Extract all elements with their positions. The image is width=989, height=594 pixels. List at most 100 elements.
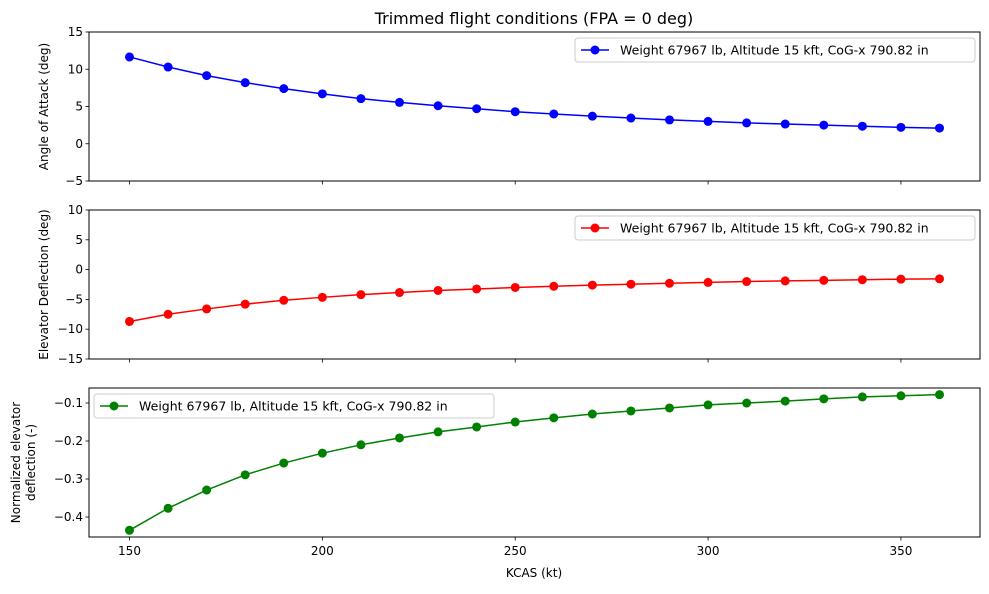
data-point <box>549 109 559 119</box>
data-point <box>125 525 134 535</box>
data-point <box>202 304 212 314</box>
y-tick-label: −5 <box>65 292 83 306</box>
data-point <box>202 71 212 81</box>
axes-frame <box>88 31 981 182</box>
y-tick-label: 10 <box>68 62 83 76</box>
data-point <box>742 277 752 287</box>
subplot-3: −0.4 −0.3 −0.2 −0.1 150 200 250 300 350 Normalize… <box>9 387 981 558</box>
data-point <box>510 417 520 427</box>
legend-label: Weight 67967 lb, Altitude 15 kft, CoG-x … <box>139 399 448 414</box>
data-point <box>626 279 636 289</box>
data-point <box>742 118 752 128</box>
data-point <box>549 281 559 291</box>
data-point <box>896 274 906 284</box>
data-point <box>742 398 752 408</box>
data-point <box>780 396 790 406</box>
data-point <box>317 448 327 458</box>
data-point <box>549 413 559 423</box>
legend-label: Weight 67967 lb, Altitude 15 kft, CoG-x … <box>620 43 929 58</box>
data-point <box>240 470 250 480</box>
data-point <box>317 89 327 99</box>
data-point <box>819 120 829 130</box>
y-tick-label: −0.4 <box>54 510 83 524</box>
data-point <box>356 94 366 104</box>
data-point <box>125 52 134 62</box>
data-point <box>433 427 443 437</box>
y-tick-label: −15 <box>58 352 83 366</box>
y-tick-label: 0 <box>75 263 83 277</box>
data-point <box>279 458 289 468</box>
data-point <box>163 62 173 72</box>
data-point <box>472 284 482 294</box>
data-point <box>279 84 289 94</box>
data-point <box>587 280 597 290</box>
y-tick-label: −10 <box>58 322 83 336</box>
data-point <box>395 97 404 107</box>
data-point <box>703 400 713 410</box>
data-point <box>626 406 636 416</box>
legend-label: Weight 67967 lb, Altitude 15 kft, CoG-x … <box>620 221 929 236</box>
data-point <box>857 275 867 285</box>
axes-frame <box>88 209 981 360</box>
data-point <box>433 101 443 111</box>
legend-marker <box>109 401 119 411</box>
y-tick-label: 0 <box>75 137 83 151</box>
x-tick-label: 350 <box>889 544 912 558</box>
y-tick-label: 10 <box>68 203 83 217</box>
data-point <box>472 104 482 114</box>
data-point <box>163 503 173 513</box>
data-point <box>395 288 404 298</box>
series-line <box>129 278 940 323</box>
x-tick-label: 300 <box>697 544 720 558</box>
y-tick-label: −0.3 <box>54 472 83 486</box>
data-point <box>510 282 520 292</box>
x-tick-label: 150 <box>118 544 141 558</box>
data-point <box>510 107 520 117</box>
data-point <box>587 111 597 121</box>
data-point <box>626 113 636 123</box>
data-point <box>665 403 674 413</box>
legend-box <box>574 37 976 63</box>
y-tick-label: −0.2 <box>54 434 83 448</box>
data-point <box>780 119 790 129</box>
data-point <box>240 78 250 88</box>
data-point <box>163 309 173 319</box>
data-point <box>935 390 944 400</box>
x-axis-label: KCAS (kt) <box>506 566 562 580</box>
data-point <box>240 299 250 309</box>
y-tick-label: −5 <box>65 174 83 188</box>
data-point <box>819 394 829 404</box>
data-point <box>935 123 944 133</box>
data-point <box>472 422 482 432</box>
legend-box <box>574 215 976 241</box>
y-tick-label: 5 <box>75 100 83 114</box>
data-point <box>896 391 906 401</box>
data-point <box>780 276 790 286</box>
data-point <box>819 275 829 285</box>
legend-box <box>93 393 495 419</box>
data-point <box>857 121 867 131</box>
data-point <box>857 392 867 402</box>
y-axis-label: Elevator Deflection (deg) <box>37 209 51 360</box>
data-point <box>935 274 944 284</box>
data-point <box>395 433 404 443</box>
chart-title: Trimmed flight conditions (FPA = 0 deg) <box>374 9 694 28</box>
subplot-1: −5 0 5 10 15 Angle of Attack (deg) Weight 6796… <box>37 25 981 188</box>
y-tick-label: −0.1 <box>54 396 83 410</box>
data-point <box>125 316 134 326</box>
data-point <box>202 485 212 495</box>
y-axis-label: Normalized elevatordeflection (-) <box>9 402 38 523</box>
legend-marker <box>590 45 600 55</box>
data-point <box>433 285 443 295</box>
y-axis-label: Angle of Attack (deg) <box>37 43 51 170</box>
data-point <box>279 295 289 305</box>
data-point <box>317 292 327 302</box>
data-point <box>703 116 713 126</box>
series-line <box>129 56 940 129</box>
data-point <box>356 290 366 300</box>
legend-marker <box>590 223 600 233</box>
data-point <box>587 409 597 419</box>
x-tick-label: 200 <box>311 544 334 558</box>
subplot-2: −15 −10 −5 0 5 10 Elevator Deflection (deg) Wei… <box>37 203 981 366</box>
